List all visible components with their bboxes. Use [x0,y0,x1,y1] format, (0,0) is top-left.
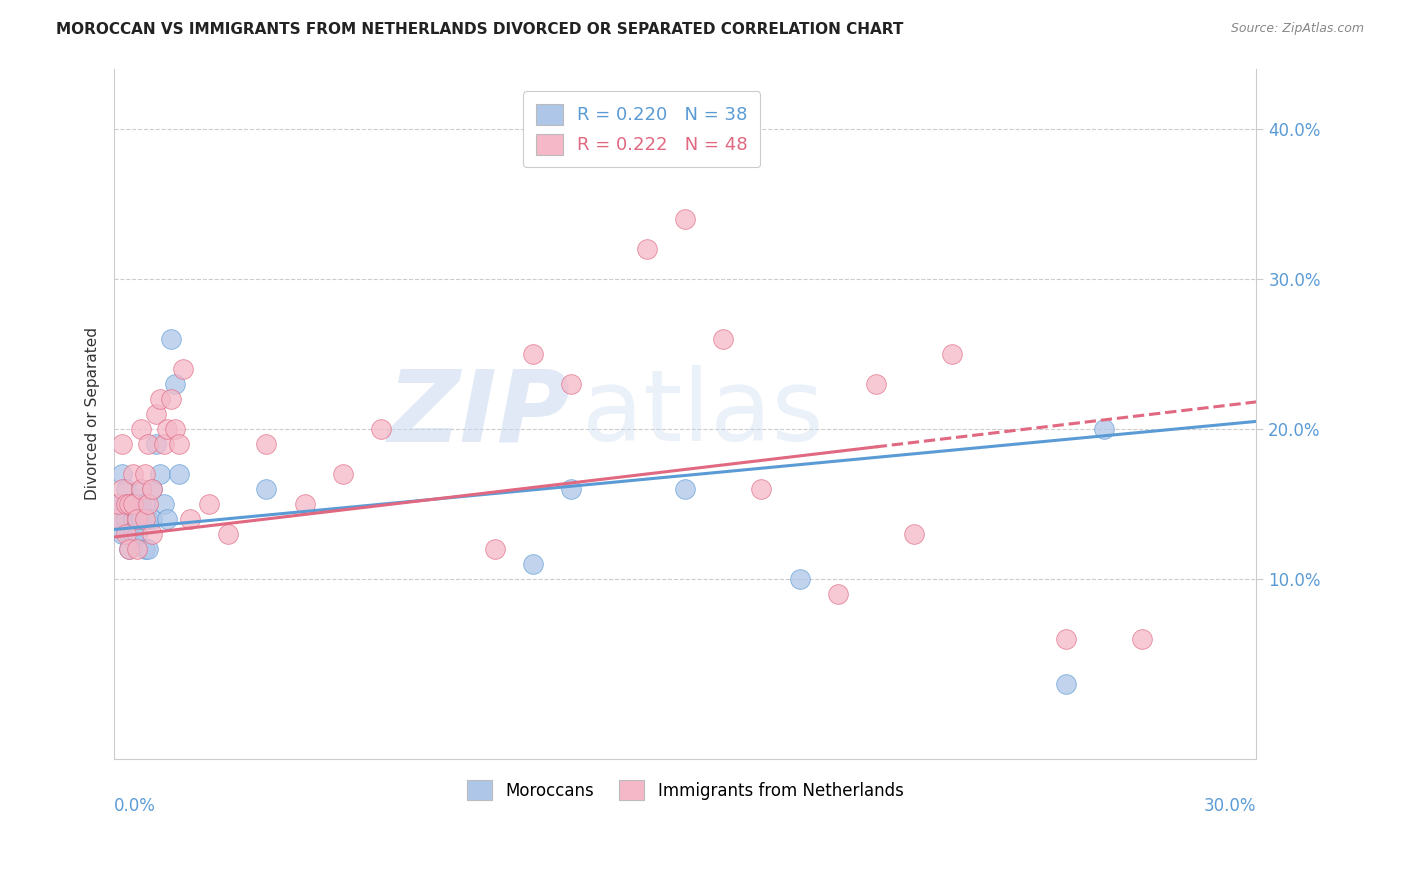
Text: 0.0%: 0.0% [114,797,156,814]
Point [125,512,148,526]
Point [107,497,129,511]
Point [122,512,145,526]
Y-axis label: Divorced or Separated: Divorced or Separated [86,327,100,500]
Point [134,512,156,526]
Point [294,497,316,511]
Point [114,497,136,511]
Point [256,437,278,451]
Point [141,527,163,541]
Legend: Moroccans, Immigrants from Netherlands: Moroccans, Immigrants from Netherlands [457,771,914,810]
Point [111,467,134,481]
Point [107,497,129,511]
Point [751,482,773,496]
Point [865,376,887,391]
Point [167,467,190,481]
Point [711,332,734,346]
Point [125,541,148,556]
Point [141,482,163,496]
Point [903,527,925,541]
Point [125,527,148,541]
Point [522,557,544,571]
Point [138,497,160,511]
Point [941,347,963,361]
Point [107,512,129,526]
Point [156,512,179,526]
Point [118,541,141,556]
Point [165,376,187,391]
Text: atlas: atlas [582,366,824,462]
Point [129,512,152,526]
Point [122,527,145,541]
Point [789,572,811,586]
Point [134,541,156,556]
Text: Source: ZipAtlas.com: Source: ZipAtlas.com [1230,22,1364,36]
Point [1092,422,1115,436]
Point [129,482,152,496]
Point [172,361,194,376]
Point [217,527,239,541]
Point [160,392,183,406]
Point [138,541,160,556]
Point [111,437,134,451]
Point [138,512,160,526]
Point [129,422,152,436]
Text: 30.0%: 30.0% [1204,797,1257,814]
Point [122,497,145,511]
Point [149,467,172,481]
Point [118,497,141,511]
Point [152,437,174,451]
Point [560,482,582,496]
Point [129,497,152,511]
Point [198,497,221,511]
Point [125,497,148,511]
Point [1054,677,1077,691]
Point [107,512,129,526]
Point [179,512,201,526]
Point [111,482,134,496]
Point [332,467,354,481]
Text: ZIP: ZIP [388,366,571,462]
Point [673,211,696,226]
Point [141,512,163,526]
Point [129,482,152,496]
Point [522,347,544,361]
Point [122,497,145,511]
Point [122,467,145,481]
Point [114,527,136,541]
Point [484,541,506,556]
Point [160,332,183,346]
Point [134,467,156,481]
Point [138,437,160,451]
Point [256,482,278,496]
Point [114,482,136,496]
Point [118,541,141,556]
Point [145,437,167,451]
Point [145,407,167,421]
Point [673,482,696,496]
Point [141,482,163,496]
Point [134,497,156,511]
Point [636,242,658,256]
Point [165,422,187,436]
Point [156,422,179,436]
Point [1054,632,1077,646]
Point [149,392,172,406]
Point [111,527,134,541]
Point [118,527,141,541]
Text: MOROCCAN VS IMMIGRANTS FROM NETHERLANDS DIVORCED OR SEPARATED CORRELATION CHART: MOROCCAN VS IMMIGRANTS FROM NETHERLANDS … [56,22,904,37]
Point [125,512,148,526]
Point [1130,632,1153,646]
Point [827,587,849,601]
Point [370,422,392,436]
Point [560,376,582,391]
Point [114,512,136,526]
Point [152,497,174,511]
Point [167,437,190,451]
Point [114,497,136,511]
